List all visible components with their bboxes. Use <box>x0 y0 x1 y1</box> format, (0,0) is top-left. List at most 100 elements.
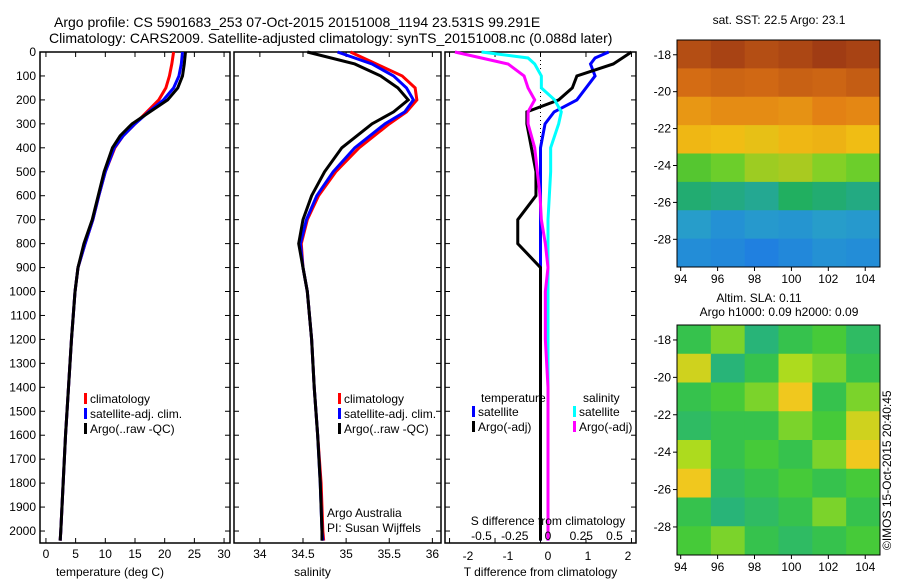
series-line-satellite-adj-clim- <box>298 50 416 541</box>
sla-cell <box>677 353 712 383</box>
legend-swatch <box>472 421 475 432</box>
x-axis-label: T difference from climatology <box>464 565 618 579</box>
lon-tick-label: 100 <box>781 272 801 286</box>
y-tick-label: 0 <box>29 45 36 59</box>
legend-swatch <box>84 423 87 434</box>
x2-tick-label: 0.5 <box>606 529 623 543</box>
sst-cell <box>846 125 881 154</box>
sst-cell <box>710 181 746 211</box>
sst-cell <box>846 238 881 268</box>
sla-cell <box>812 382 847 412</box>
sla-cell <box>846 411 881 441</box>
x2-axis-label: S difference from climatology <box>471 514 626 528</box>
y-tick-label: 600 <box>16 189 36 203</box>
legend-title: temperature <box>481 391 546 405</box>
x-tick-label: 36 <box>426 547 440 561</box>
y-tick-label: 300 <box>16 117 36 131</box>
legend-title: salinity <box>583 391 620 405</box>
lat-tick-label: -22 <box>654 122 672 136</box>
annotation: Argo Australia <box>327 506 402 520</box>
series-line-s-argo-adj- <box>454 50 550 541</box>
sla-cell <box>812 353 847 383</box>
sla-cell <box>710 497 746 527</box>
sst-cell <box>812 96 847 126</box>
sla-cell <box>778 497 813 527</box>
legend-swatch <box>84 408 87 419</box>
legend-label: climatology <box>344 392 404 406</box>
lon-tick-label: 94 <box>674 272 688 286</box>
sst-cell <box>812 153 847 183</box>
y-tick-label: 2000 <box>9 524 36 538</box>
series-line-t-argo-adj- <box>516 50 633 541</box>
lon-tick-label: 96 <box>711 560 725 574</box>
sst-cell <box>710 68 746 98</box>
legend-swatch <box>573 421 576 432</box>
lon-tick-label: 96 <box>711 272 725 286</box>
sst-cell <box>812 40 847 69</box>
sla-map-frame <box>676 324 881 556</box>
sst-cell <box>710 153 746 183</box>
lat-tick-label: -20 <box>654 85 672 99</box>
sst-cell <box>812 210 847 240</box>
sst-cell <box>846 96 881 126</box>
sla-cell <box>744 353 779 383</box>
x-tick-label: 30 <box>217 547 231 561</box>
sst-cell <box>677 210 712 240</box>
x-tick-label: 20 <box>158 547 172 561</box>
legend-label: Argo(-adj) <box>478 420 531 434</box>
sst-map-title: sat. SST: 22.5 Argo: 23.1 <box>713 13 846 27</box>
x-tick-label: 25 <box>188 547 202 561</box>
sst-cell <box>812 181 847 211</box>
sla-cell <box>812 526 847 556</box>
x-tick-label: -2 <box>463 549 474 563</box>
sst-cell <box>744 238 779 268</box>
lat-tick-label: -28 <box>654 232 672 246</box>
legend-label: satellite <box>579 405 620 419</box>
sla-cell <box>778 353 813 383</box>
x-tick-label: 35 <box>339 547 353 561</box>
lon-tick-label: 94 <box>674 560 688 574</box>
sla-cell <box>812 325 847 355</box>
sst-cell <box>677 40 712 69</box>
sla-cell <box>677 526 712 556</box>
series-line-t-satellite <box>539 50 610 541</box>
sla-cell <box>812 411 847 441</box>
sst-cell <box>744 153 779 183</box>
sst-cell <box>744 125 779 154</box>
y-tick-label: 100 <box>16 69 36 83</box>
sla-cell <box>778 411 813 441</box>
sst-cell <box>778 40 813 69</box>
sst-map-frame <box>676 39 881 268</box>
lat-tick-label: -28 <box>654 520 672 534</box>
x-tick-label: -1 <box>503 549 514 563</box>
x-axis-label: salinity <box>294 565 331 579</box>
sla-cell <box>710 382 746 412</box>
sla-cell <box>744 325 779 355</box>
y-tick-label: 1800 <box>9 476 36 490</box>
x2-tick-label: -0.25 <box>501 529 529 543</box>
legend-swatch <box>338 423 341 434</box>
x-tick-label: 35.5 <box>378 547 402 561</box>
sst-cell <box>677 181 712 211</box>
sla-cell <box>846 353 881 383</box>
sst-cell <box>812 238 847 268</box>
annotation: PI: Susan Wijffels <box>327 521 421 535</box>
sst-cell <box>677 68 712 98</box>
sla-cell <box>744 468 779 498</box>
sla-cell <box>846 440 881 470</box>
lat-tick-label: -26 <box>654 195 672 209</box>
sst-cell <box>677 96 712 126</box>
sst-cell <box>778 96 813 126</box>
y-tick-label: 1700 <box>9 452 36 466</box>
sla-cell <box>846 497 881 527</box>
series-line-satellite-adj-clim- <box>58 51 184 541</box>
lon-tick-label: 104 <box>855 560 875 574</box>
lat-tick-label: -22 <box>654 408 672 422</box>
y-tick-label: 1600 <box>9 428 36 442</box>
y-tick-label: 200 <box>16 93 36 107</box>
x-tick-label: 34.5 <box>291 547 315 561</box>
sla-cell <box>846 468 881 498</box>
sst-cell <box>710 40 746 69</box>
title-line1: Argo profile: CS 5901683_253 07-Oct-2015… <box>54 14 541 30</box>
